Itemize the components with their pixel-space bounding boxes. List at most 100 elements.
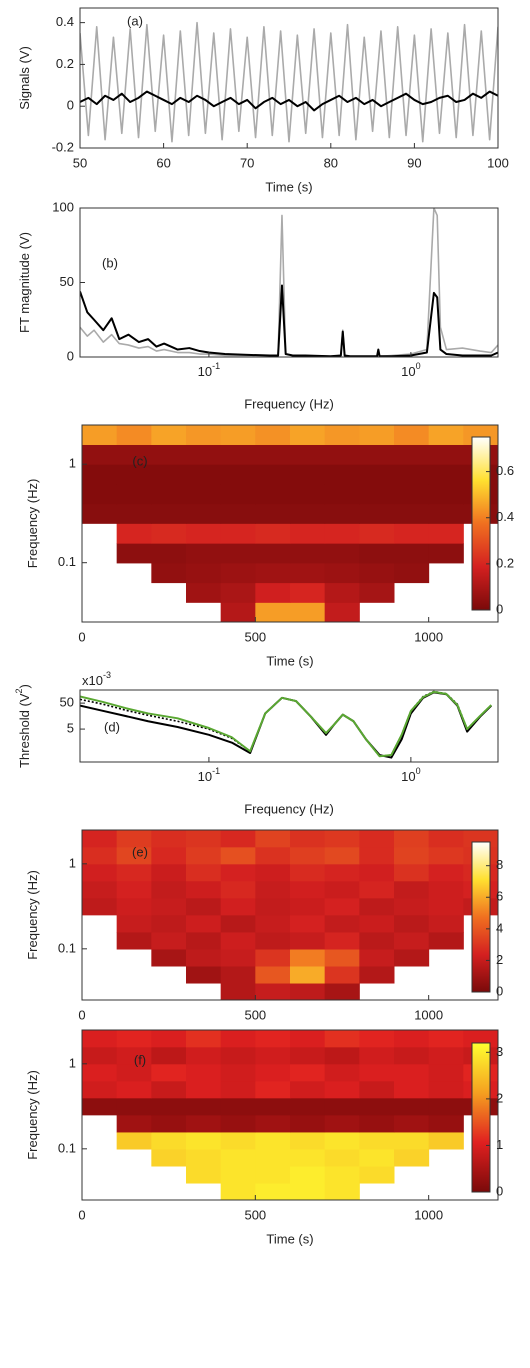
heatmap-cell bbox=[394, 444, 430, 465]
heatmap-cell bbox=[220, 543, 256, 564]
heatmap-cell bbox=[220, 983, 256, 1001]
heatmap-cell bbox=[428, 523, 464, 544]
heatmap-cell bbox=[428, 914, 464, 933]
heatmap-cell bbox=[394, 931, 430, 950]
heatmap-cell bbox=[116, 503, 152, 524]
axis-multiplier-exp: -3 bbox=[103, 670, 111, 680]
axis-multiplier-base: x10 bbox=[82, 673, 103, 688]
x-axis-label: Time (s) bbox=[266, 653, 313, 668]
heatmap-cell bbox=[324, 1030, 360, 1048]
heatmap-cell bbox=[186, 965, 222, 984]
heatmap-cell bbox=[151, 1080, 187, 1099]
heatmap-cell bbox=[116, 425, 152, 445]
heatmap-cell bbox=[359, 444, 395, 465]
colorbar-tick-label: 0 bbox=[496, 1183, 503, 1198]
heatmap-cell bbox=[116, 830, 152, 848]
heatmap-cell bbox=[290, 965, 326, 984]
heatmap-cell bbox=[359, 464, 395, 485]
heatmap-cell bbox=[116, 543, 152, 564]
heatmap-cell bbox=[220, 444, 256, 465]
heatmap-cell bbox=[151, 1114, 187, 1133]
heatmap-cell bbox=[255, 543, 291, 564]
heatmap-cell bbox=[324, 1131, 360, 1150]
heatmap-cell bbox=[255, 914, 291, 933]
heatmap-cell bbox=[186, 1149, 222, 1167]
heatmap-cell bbox=[394, 562, 430, 584]
heatmap-cell bbox=[290, 1131, 326, 1150]
heatmap-cell bbox=[290, 1165, 326, 1184]
heatmap-cell bbox=[186, 444, 222, 465]
heatmap-cell bbox=[255, 846, 291, 865]
heatmap-cell bbox=[82, 1097, 118, 1116]
tick-label: 1000 bbox=[414, 1007, 443, 1022]
tick-label: 0 bbox=[78, 629, 85, 644]
heatmap-cell bbox=[220, 949, 256, 967]
heatmap-cell bbox=[255, 1183, 291, 1201]
heatmap-cell bbox=[290, 914, 326, 933]
heatmap-cell bbox=[428, 1114, 464, 1133]
heatmap-cell bbox=[290, 602, 326, 623]
colorbar bbox=[471, 1042, 491, 1193]
tick-label: 1000 bbox=[414, 1207, 443, 1222]
heatmap-cell bbox=[394, 1063, 430, 1082]
heatmap-cell bbox=[82, 483, 118, 505]
heatmap-cell bbox=[428, 897, 464, 916]
heatmap-cell bbox=[82, 444, 118, 465]
heatmap-cell bbox=[220, 1149, 256, 1167]
colorbar-tick-label: 4 bbox=[496, 920, 503, 935]
colorbar-tick-label: 0.6 bbox=[496, 463, 514, 478]
heatmap-cell bbox=[186, 1063, 222, 1082]
heatmap-cell bbox=[151, 464, 187, 485]
heatmap-cell bbox=[186, 503, 222, 524]
heatmap-cell bbox=[255, 1046, 291, 1065]
heatmap-cell bbox=[359, 1149, 395, 1167]
heatmap-cell bbox=[255, 830, 291, 848]
heatmap-cell bbox=[151, 483, 187, 505]
heatmap-cell bbox=[220, 464, 256, 485]
heatmap-cell bbox=[186, 425, 222, 445]
heatmap-cell bbox=[290, 1046, 326, 1065]
heatmap-cell bbox=[186, 846, 222, 865]
heatmap-cell bbox=[324, 602, 360, 623]
heatmap-cell bbox=[428, 483, 464, 505]
heatmap-cell bbox=[324, 1080, 360, 1099]
y-axis-label-text: Signals (V) bbox=[17, 46, 32, 110]
heatmap-cell bbox=[186, 1097, 222, 1116]
heatmap-cell bbox=[255, 444, 291, 465]
heatmap-cell bbox=[290, 483, 326, 505]
series-line bbox=[80, 690, 492, 758]
series-line bbox=[80, 21, 498, 143]
y-axis-label: FT magnitude (V) bbox=[17, 232, 32, 333]
heatmap-cell bbox=[394, 830, 430, 848]
tick-label: 0.2 bbox=[56, 56, 74, 71]
heatmap-cell bbox=[82, 1063, 118, 1082]
heatmap-cell bbox=[116, 1131, 152, 1150]
heatmap-cell bbox=[220, 1165, 256, 1184]
heatmap-cell bbox=[359, 425, 395, 445]
heatmap-cell bbox=[82, 897, 118, 916]
tick-label: 80 bbox=[324, 155, 338, 170]
heatmap-cell bbox=[394, 1149, 430, 1167]
panel-annotation: (a) bbox=[127, 13, 143, 28]
heatmap-cell bbox=[324, 1114, 360, 1133]
heatmap-cell bbox=[394, 1114, 430, 1133]
heatmap-cell bbox=[151, 1149, 187, 1167]
heatmap-cell bbox=[255, 425, 291, 445]
heatmap-cell bbox=[116, 1080, 152, 1099]
y-axis-label-text: FT magnitude (V) bbox=[17, 232, 32, 333]
series-line bbox=[80, 690, 492, 758]
heatmap-cell bbox=[324, 1097, 360, 1116]
heatmap-cell bbox=[116, 914, 152, 933]
heatmap-cell bbox=[82, 830, 118, 848]
heatmap-cell bbox=[82, 1080, 118, 1099]
heatmap-cell bbox=[290, 1063, 326, 1082]
tick-label-exponent: -1 bbox=[212, 361, 220, 371]
heatmap-cell bbox=[394, 1080, 430, 1099]
heatmap-cell bbox=[151, 830, 187, 848]
heatmap-cell bbox=[324, 444, 360, 465]
tick-label: 10-1 bbox=[198, 361, 220, 379]
heatmap-cell bbox=[428, 503, 464, 524]
heatmap-cell bbox=[151, 846, 187, 865]
heatmap-cell bbox=[82, 1046, 118, 1065]
